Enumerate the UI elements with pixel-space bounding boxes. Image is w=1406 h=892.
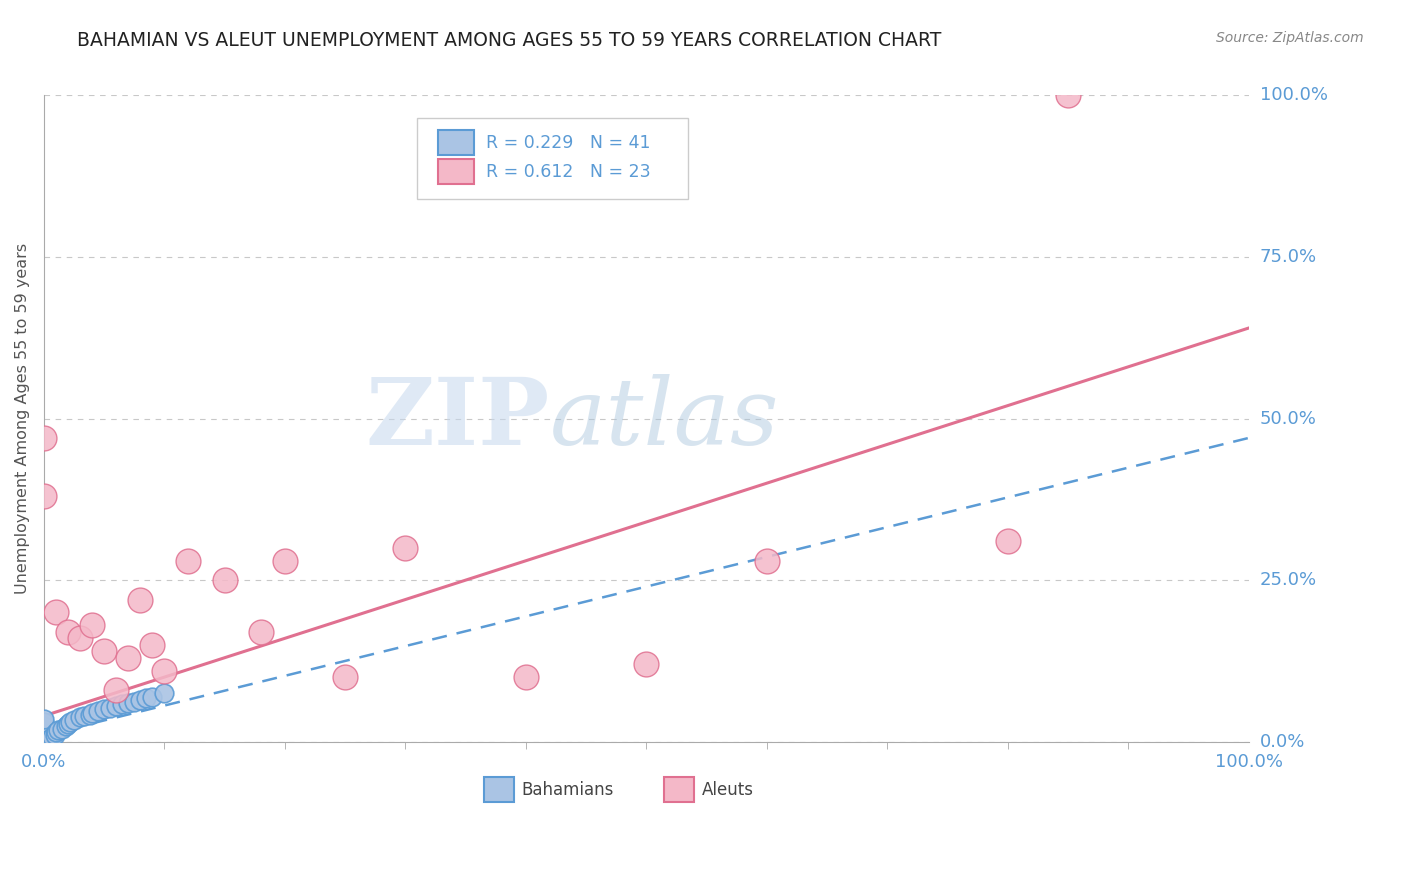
Point (135, 690, 157, 705)
Point (32, 727, 55, 741)
Point (122, 695, 145, 709)
Point (32, 735, 55, 749)
Bar (484, 777, 513, 802)
Point (69, 710, 91, 724)
Point (249, 624, 271, 639)
Point (177, 554, 200, 568)
Text: Aleuts: Aleuts (702, 780, 754, 798)
Point (117, 696, 139, 710)
Point (72, 709, 94, 723)
Point (41, 730, 63, 744)
Point (111, 698, 134, 712)
Text: 50.0%: 50.0% (1260, 409, 1316, 427)
Point (32, 731, 55, 746)
Point (98, 701, 121, 715)
Point (141, 690, 163, 704)
Point (59, 715, 82, 730)
Point (32, 728, 55, 742)
Point (1057, 88, 1080, 103)
Point (515, 670, 537, 684)
FancyBboxPatch shape (418, 118, 689, 199)
Text: 75.0%: 75.0% (1260, 248, 1317, 266)
Point (55, 718, 77, 732)
Text: 100.0%: 100.0% (1260, 87, 1327, 104)
Text: Source: ZipAtlas.com: Source: ZipAtlas.com (1216, 31, 1364, 45)
Point (69, 632, 91, 646)
Point (51, 722, 73, 736)
Text: R = 0.229   N = 41: R = 0.229 N = 41 (486, 134, 651, 152)
Point (153, 664, 176, 678)
Point (32, 431, 55, 445)
Point (32, 718, 55, 732)
Point (63, 714, 86, 728)
Point (32, 735, 55, 749)
Point (45, 606, 67, 620)
Point (93, 644, 115, 658)
Point (129, 592, 152, 607)
Point (32, 489, 55, 503)
Text: 25.0%: 25.0% (1260, 571, 1317, 589)
Point (93, 702, 115, 716)
Point (755, 554, 778, 568)
Point (32, 722, 55, 736)
Point (141, 638, 163, 652)
Y-axis label: Unemployment Among Ages 55 to 59 years: Unemployment Among Ages 55 to 59 years (15, 243, 30, 594)
Point (32, 735, 55, 749)
Point (105, 699, 128, 714)
Point (32, 735, 55, 749)
Point (80, 706, 103, 720)
Point (87, 704, 110, 718)
Point (32, 735, 55, 749)
Point (32, 715, 55, 730)
Text: R = 0.612   N = 23: R = 0.612 N = 23 (486, 162, 651, 181)
Point (46, 723, 69, 738)
Point (153, 686, 176, 700)
Text: ZIP: ZIP (366, 374, 550, 464)
Point (394, 541, 416, 555)
Bar (437, 130, 474, 155)
Point (129, 692, 152, 706)
Point (32, 712, 55, 726)
Bar (437, 160, 474, 184)
Text: BAHAMIAN VS ALEUT UNEMPLOYMENT AMONG AGES 55 TO 59 YEARS CORRELATION CHART: BAHAMIAN VS ALEUT UNEMPLOYMENT AMONG AGE… (77, 31, 942, 50)
Point (38, 731, 60, 746)
Point (32, 735, 55, 749)
Point (80, 618, 103, 632)
Point (214, 573, 236, 587)
Point (997, 534, 1019, 549)
Point (56, 716, 79, 731)
Text: atlas: atlas (550, 374, 779, 464)
Point (44, 728, 66, 742)
Point (56, 624, 79, 639)
Point (636, 657, 658, 672)
Point (333, 670, 356, 684)
Point (32, 731, 55, 745)
Bar (664, 777, 695, 802)
Point (274, 554, 297, 568)
Point (32, 725, 55, 739)
Point (45, 725, 67, 739)
Point (117, 650, 139, 665)
Point (79, 707, 101, 722)
Point (105, 683, 128, 698)
Text: 0.0%: 0.0% (1260, 732, 1305, 751)
Text: Bahamians: Bahamians (522, 780, 613, 798)
Point (32, 723, 55, 738)
